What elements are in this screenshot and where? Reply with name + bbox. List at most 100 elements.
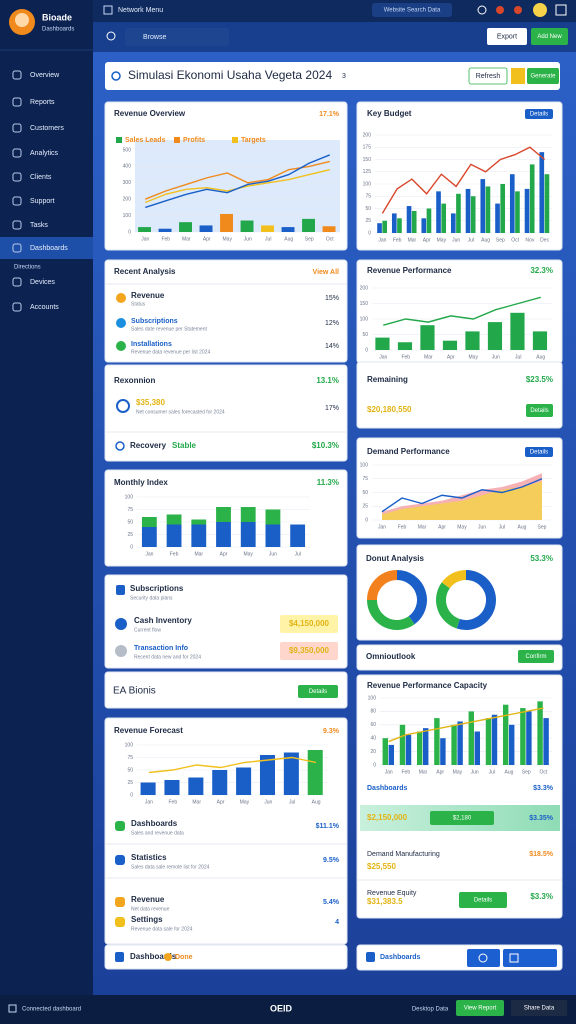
search-box[interactable]	[125, 28, 229, 46]
bar	[158, 228, 172, 232]
bar	[426, 208, 432, 233]
x-tick-label: Jun	[269, 551, 277, 557]
button-label[interactable]: Confirm	[525, 654, 546, 660]
y-tick-label: 75	[362, 476, 368, 482]
button-label[interactable]: Details	[530, 408, 548, 414]
bar	[191, 519, 207, 525]
button[interactable]	[526, 404, 553, 417]
card	[104, 364, 348, 462]
button[interactable]	[527, 68, 559, 84]
x-tick-label: Jul	[294, 551, 300, 557]
button-label[interactable]: Share Data	[524, 1006, 555, 1012]
button[interactable]	[525, 447, 553, 457]
nav-item[interactable]: Support	[30, 198, 55, 205]
bar	[399, 724, 406, 765]
nav-item[interactable]: Devices	[30, 279, 55, 286]
bar	[416, 731, 423, 765]
bar	[391, 213, 397, 233]
line	[148, 756, 317, 774]
button-label[interactable]: Refresh	[476, 73, 501, 80]
button-label[interactable]: Add New	[537, 34, 562, 40]
bar	[166, 524, 182, 547]
line	[145, 154, 331, 209]
button[interactable]	[468, 67, 508, 85]
y-tick-label: 60	[370, 722, 376, 728]
top-bar	[93, 0, 576, 22]
button-label[interactable]: Details	[474, 898, 492, 904]
button[interactable]	[518, 650, 554, 663]
item-icon	[115, 897, 125, 907]
button[interactable]	[487, 28, 527, 45]
icon-button[interactable]	[467, 949, 500, 967]
link[interactable]: View All	[313, 269, 340, 276]
item-name: Dashboards	[131, 819, 178, 828]
button-label[interactable]: Details	[309, 689, 327, 695]
bar	[465, 188, 471, 233]
x-tick-label: Jul	[289, 799, 295, 805]
search-tab[interactable]	[372, 3, 452, 17]
bar	[138, 227, 151, 232]
row-label: Revenue Equity	[367, 890, 417, 897]
item-value: 15%	[325, 295, 339, 302]
item-value: 9.5%	[323, 857, 340, 864]
nav-icon	[12, 302, 22, 312]
button-label[interactable]: View Report	[464, 1006, 497, 1012]
chart-title: Demand Performance	[367, 447, 450, 456]
button-label[interactable]: Generate	[530, 74, 556, 80]
y-tick-label: 300	[123, 180, 132, 186]
header-icon	[111, 71, 121, 81]
card-title: Subscriptions	[130, 584, 184, 593]
button[interactable]	[525, 109, 553, 119]
item-name: Subscriptions	[131, 318, 178, 325]
button-label[interactable]: Export	[497, 33, 517, 40]
bar	[526, 711, 532, 765]
x-tick-label: Jun	[264, 799, 272, 805]
y-tick-label: 25	[127, 532, 133, 538]
y-tick-label: 100	[125, 494, 134, 500]
card	[356, 544, 563, 641]
button[interactable]	[511, 1000, 567, 1016]
nav-item[interactable]: Overview	[30, 72, 60, 79]
nav-active[interactable]	[0, 237, 93, 259]
button[interactable]	[298, 685, 338, 698]
chart-badge: 53.3%	[530, 554, 553, 563]
button[interactable]	[456, 1000, 504, 1016]
x-tick-label: May	[457, 524, 467, 530]
button-label[interactable]: Details	[530, 450, 548, 456]
menu-icon	[103, 5, 113, 15]
x-tick-label: Apr	[217, 799, 225, 805]
icon-button[interactable]	[503, 949, 557, 967]
nav-item[interactable]: Accounts	[30, 304, 59, 311]
footer-label: Recovery	[130, 441, 167, 450]
user-avatar	[533, 3, 547, 17]
button[interactable]	[531, 28, 568, 45]
bar	[199, 225, 213, 232]
item-name: Cash Inventory	[134, 616, 192, 625]
bar	[515, 191, 520, 233]
x-tick-label: Apr	[423, 237, 431, 243]
button-label[interactable]: $2,180	[453, 816, 472, 822]
nav-item[interactable]: Clients	[30, 174, 52, 181]
item-name: Settings	[131, 915, 163, 924]
donut-segment	[441, 570, 467, 589]
bar	[240, 220, 254, 232]
nav-item[interactable]: Dashboards	[30, 245, 68, 252]
x-tick-label: Feb	[401, 769, 410, 775]
bar	[406, 206, 412, 233]
x-tick-label: Jun	[492, 354, 500, 360]
chart-title: Donut Analysis	[366, 554, 424, 563]
x-tick-label: Jan	[378, 524, 386, 530]
nav-item[interactable]: Analytics	[30, 150, 59, 157]
nav-item[interactable]: Directions	[14, 265, 41, 271]
button[interactable]	[459, 892, 507, 908]
nav-item[interactable]: Reports	[30, 99, 55, 106]
button[interactable]	[430, 811, 494, 825]
button-label[interactable]: Details	[530, 112, 548, 118]
chart-title: Revenue Overview	[114, 109, 186, 118]
nav-item[interactable]: Tasks	[30, 222, 48, 229]
y-tick-label: 0	[365, 517, 368, 523]
bar	[382, 220, 388, 233]
nav-item[interactable]: Customers	[30, 125, 64, 132]
footer-text: Connected dashboard	[22, 1007, 81, 1013]
